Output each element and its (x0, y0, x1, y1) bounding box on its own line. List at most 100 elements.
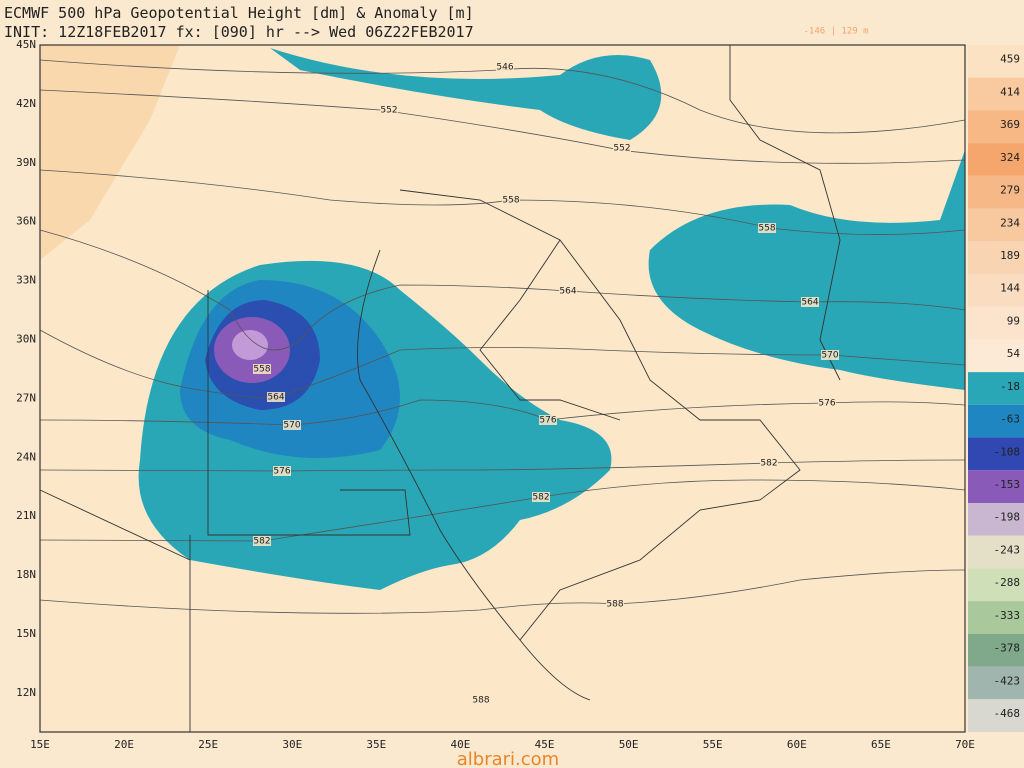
contour-label-bg (606, 599, 624, 609)
lon-label: 50E (619, 738, 639, 751)
lon-label: 20E (114, 738, 134, 751)
colorbar-label: 324 (1000, 151, 1020, 164)
contour-label-bg (502, 195, 520, 205)
contour-label-bg (613, 143, 631, 153)
contour-label: 588 (472, 696, 489, 706)
contour-label: 570 (821, 351, 838, 361)
contour-label: 576 (273, 467, 290, 477)
map-frame (39, 44, 966, 733)
colorbar-label: 144 (1000, 282, 1020, 295)
colorbar-label: 459 (1000, 53, 1020, 66)
anomaly-core (232, 330, 268, 360)
contour-label-bg (472, 695, 490, 705)
colorbar-label: 234 (1000, 216, 1020, 229)
lon-label: 15E (30, 738, 50, 751)
range-text: -146 | 129 m (803, 27, 868, 37)
colorbar-swatch (968, 339, 1024, 373)
contour-label: 582 (760, 459, 777, 469)
colorbar-swatch (968, 503, 1024, 536)
contour-label: 588 (606, 600, 623, 610)
positive-anomaly (40, 45, 180, 260)
contour-label-bg (283, 420, 301, 430)
lon-label: 65E (871, 738, 891, 751)
contour-label: 576 (539, 416, 556, 426)
contour-label: 582 (253, 537, 270, 547)
contour-label-bg (532, 492, 550, 502)
lat-label: 21N (16, 509, 36, 522)
contour-label: 576 (818, 399, 835, 409)
colorbar-label: -333 (994, 609, 1021, 622)
colorbar-swatch (968, 110, 1024, 144)
colorbar-swatch (968, 633, 1024, 667)
lat-label: 12N (16, 686, 36, 699)
lat-label: 30N (16, 333, 36, 346)
contour-label-bg (380, 105, 398, 115)
lat-label: 27N (16, 391, 36, 404)
watermark: albrari.com (457, 749, 559, 768)
colorbar-label: -63 (1000, 413, 1020, 426)
colorbar-label: -378 (994, 642, 1021, 655)
lat-label: 45N (16, 38, 36, 51)
colorbar-label: 369 (1000, 118, 1020, 131)
colorbar-swatch (968, 45, 1024, 78)
contour-label: 582 (532, 493, 549, 503)
colorbar-swatch (968, 77, 1024, 111)
lon-label: 35E (366, 738, 386, 751)
lon-label: 40E (451, 738, 471, 751)
colorbar-label: -153 (994, 478, 1021, 491)
colorbar-label: -468 (994, 707, 1021, 720)
colorbar-label: -288 (994, 576, 1021, 589)
colorbar-label: -243 (994, 543, 1021, 556)
colorbar-swatch (968, 699, 1024, 732)
contour-label-bg (253, 364, 271, 374)
lon-label: 45E (535, 738, 555, 751)
contour-label: 552 (613, 144, 630, 154)
contour-label-bg (253, 536, 271, 546)
lon-label: 30E (282, 738, 302, 751)
contour-label: 558 (758, 224, 775, 234)
contour-label: 546 (496, 63, 513, 73)
colorbar-label: 54 (1007, 347, 1021, 360)
contour-label: 552 (380, 106, 397, 116)
lon-label: 60E (787, 738, 807, 751)
contour-label: 564 (559, 287, 576, 297)
contour-label-bg (267, 392, 285, 402)
colorbar-swatch (968, 535, 1024, 569)
colorbar-swatch (968, 568, 1024, 602)
colorbar-label: -108 (994, 445, 1021, 458)
contour-label-bg (539, 415, 557, 425)
colorbar-swatch (968, 241, 1024, 274)
colorbar-swatch (968, 175, 1024, 209)
contour-label: 564 (267, 393, 284, 403)
lon-label: 55E (703, 738, 723, 751)
colorbar-label: 189 (1000, 249, 1020, 262)
contour-label: 558 (253, 365, 270, 375)
lat-label: 36N (16, 215, 36, 228)
contour-label-bg (559, 286, 577, 296)
init-time: INIT: 12Z18FEB2017 fx: [090] hr --> Wed … (4, 23, 474, 41)
colorbar-label: 414 (1000, 85, 1020, 98)
colorbar-label: -18 (1000, 380, 1020, 393)
lat-label: 39N (16, 156, 36, 169)
colorbar-swatch (968, 470, 1024, 503)
title: ECMWF 500 hPa Geopotential Height [dm] &… (4, 4, 474, 22)
colorbar-swatch (968, 437, 1024, 471)
contour-label-bg (821, 350, 839, 360)
contour-label-bg (758, 223, 776, 233)
contour-label-bg (760, 458, 778, 468)
lon-label: 70E (955, 738, 975, 751)
lat-label: 42N (16, 97, 36, 110)
contour-label: 564 (801, 298, 818, 308)
contour-label-bg (273, 466, 291, 476)
contour-label-bg (496, 62, 514, 72)
contour-label-bg (818, 398, 836, 408)
contour-label: 570 (283, 421, 300, 431)
colorbar-swatch (968, 274, 1024, 307)
colorbar-label: -423 (994, 674, 1021, 687)
colorbar-swatch (968, 208, 1024, 242)
colorbar-swatch (968, 143, 1024, 176)
lat-label: 15N (16, 627, 36, 640)
lat-label: 24N (16, 450, 36, 463)
colorbar-swatch (968, 306, 1024, 340)
